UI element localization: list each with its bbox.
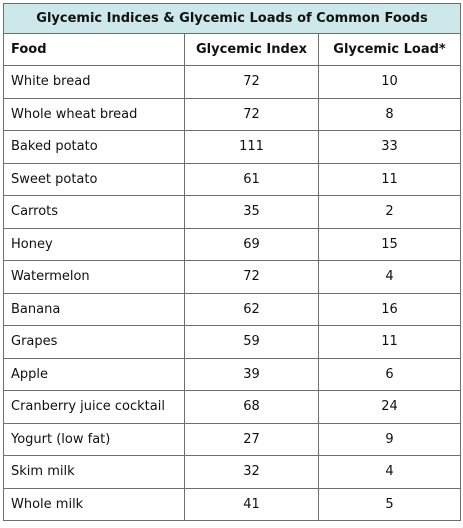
glycemic-load-cell: 9 — [317, 422, 462, 456]
glycemic-load-cell: 11 — [317, 325, 462, 359]
glycemic-index-cell: 111 — [184, 130, 319, 164]
food-cell: Whole wheat bread — [3, 97, 185, 131]
glycemic-index-cell: 68 — [184, 390, 319, 424]
table-row: White bread 72 10 — [3, 65, 462, 99]
glycemic-load-cell: 6 — [317, 357, 462, 391]
table-row: Watermelon 72 4 — [3, 260, 462, 294]
food-cell: Whole milk — [3, 487, 185, 521]
food-cell: Yogurt (low fat) — [3, 422, 185, 456]
glycemic-index-cell: 59 — [184, 325, 319, 359]
food-cell: Watermelon — [3, 260, 185, 294]
food-cell: Skim milk — [3, 455, 185, 489]
glycemic-index-cell: 62 — [184, 292, 319, 326]
glycemic-index-cell: 69 — [184, 227, 319, 261]
glycemic-index-cell: 41 — [184, 487, 319, 521]
glycemic-index-cell: 61 — [184, 162, 319, 196]
table-title: Glycemic Indices & Glycemic Loads of Com… — [2, 3, 462, 34]
table-row: Yogurt (low fat) 27 9 — [3, 422, 462, 456]
table-row: Carrots 35 2 — [3, 195, 462, 229]
table-row: Skim milk 32 4 — [3, 455, 462, 489]
table-container: Glycemic Indices & Glycemic Loads of Com… — [2, 3, 462, 525]
glycemic-load-cell: 11 — [317, 162, 462, 196]
glycemic-load-cell: 2 — [317, 195, 462, 229]
table-row: Whole milk 41 5 — [3, 487, 462, 521]
table-row: Cranberry juice cocktail 68 24 — [3, 390, 462, 424]
table-row: Whole wheat bread 72 8 — [3, 97, 462, 131]
glycemic-load-cell: 33 — [317, 130, 462, 164]
column-header-food: Food — [3, 33, 185, 66]
food-cell: White bread — [3, 65, 185, 99]
glycemic-index-cell: 72 — [184, 97, 319, 131]
glycemic-index-cell: 27 — [184, 422, 319, 456]
glycemic-table: Glycemic Indices & Glycemic Loads of Com… — [2, 3, 462, 521]
glycemic-index-cell: 72 — [184, 260, 319, 294]
food-cell: Apple — [3, 357, 185, 391]
glycemic-index-cell: 35 — [184, 195, 319, 229]
glycemic-index-cell: 39 — [184, 357, 319, 391]
food-cell: Grapes — [3, 325, 185, 359]
table-row: Banana 62 16 — [3, 292, 462, 326]
table-row: Apple 39 6 — [3, 357, 462, 391]
glycemic-index-cell: 32 — [184, 455, 319, 489]
glycemic-load-cell: 16 — [317, 292, 462, 326]
table-row: Grapes 59 11 — [3, 325, 462, 359]
title-row: Glycemic Indices & Glycemic Loads of Com… — [2, 3, 462, 34]
table-row: Sweet potato 61 11 — [3, 162, 462, 196]
food-cell: Honey — [3, 227, 185, 261]
food-cell: Banana — [3, 292, 185, 326]
food-cell: Carrots — [3, 195, 185, 229]
food-cell: Baked potato — [3, 130, 185, 164]
glycemic-load-cell: 8 — [317, 97, 462, 131]
glycemic-load-cell: 4 — [317, 260, 462, 294]
column-header-glycemic-load: Glycemic Load* — [317, 33, 462, 66]
glycemic-load-cell: 4 — [317, 455, 462, 489]
column-header-glycemic-index: Glycemic Index — [184, 33, 319, 66]
glycemic-load-cell: 15 — [317, 227, 462, 261]
header-row: Food Glycemic Index Glycemic Load* — [3, 33, 462, 66]
food-cell: Cranberry juice cocktail — [3, 390, 185, 424]
table-row: Baked potato 111 33 — [3, 130, 462, 164]
glycemic-load-cell: 24 — [317, 390, 462, 424]
glycemic-index-cell: 72 — [184, 65, 319, 99]
glycemic-load-cell: 10 — [317, 65, 462, 99]
food-cell: Sweet potato — [3, 162, 185, 196]
glycemic-load-cell: 5 — [317, 487, 462, 521]
table-row: Honey 69 15 — [3, 227, 462, 261]
